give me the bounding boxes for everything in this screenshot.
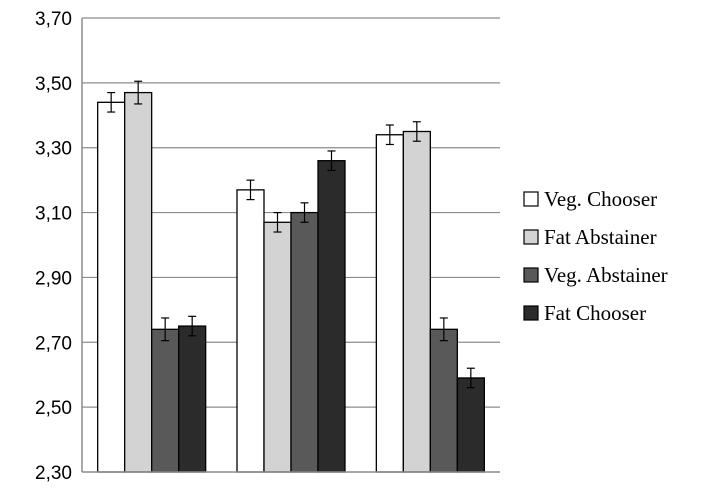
- bar: [317, 160, 346, 473]
- error-bar: [385, 124, 394, 146]
- y-tick-label: 3,10: [35, 204, 72, 225]
- bar: [456, 377, 485, 473]
- legend-label: Veg. Abstainer: [544, 263, 668, 287]
- bar: [402, 130, 431, 473]
- bar: [375, 134, 404, 473]
- legend-item: Veg. Chooser: [523, 187, 657, 211]
- y-tick-label: 2,70: [35, 333, 72, 354]
- y-tick-label: 3,30: [35, 139, 72, 160]
- y-tick-label: 3,70: [35, 9, 72, 30]
- y-tick-label: 2,50: [35, 398, 72, 419]
- legend-label: Fat Chooser: [544, 301, 646, 325]
- bar: [97, 101, 126, 473]
- error-bar: [188, 315, 197, 337]
- bars: [97, 91, 485, 473]
- error-bar: [134, 80, 143, 105]
- bar: [236, 189, 265, 473]
- legend-swatch: [523, 229, 539, 245]
- bar: [124, 91, 153, 473]
- error-bar: [161, 317, 170, 342]
- bar: [178, 325, 207, 473]
- bar: [429, 328, 458, 473]
- y-tick-label: 3,50: [35, 74, 72, 95]
- error-bar: [107, 91, 116, 113]
- error-bar: [327, 150, 336, 172]
- error-bars: [107, 80, 475, 389]
- legend-item: Veg. Abstainer: [523, 263, 668, 287]
- y-tick-label: 2,90: [35, 268, 72, 289]
- error-bar: [300, 202, 309, 223]
- error-bar: [466, 367, 475, 389]
- error-bar: [412, 121, 421, 142]
- legend-item: Fat Chooser: [523, 301, 646, 325]
- legend-label: Veg. Chooser: [544, 187, 657, 211]
- bar: [263, 221, 292, 473]
- bar: [151, 328, 180, 473]
- error-bar: [439, 317, 448, 342]
- legend-swatch: [523, 191, 539, 207]
- legend: Veg. Chooser Fat Abstainer Veg. Abstainer F…: [523, 187, 668, 325]
- error-bar: [246, 179, 255, 201]
- legend-label: Fat Abstainer: [544, 225, 657, 249]
- error-bar: [273, 211, 282, 233]
- legend-item: Fat Abstainer: [523, 225, 657, 249]
- axes: 2,30 2,50 2,70 2,90 3,10 3,30 3,50 3,70: [35, 9, 500, 484]
- bar: [290, 211, 319, 473]
- legend-swatch: [523, 267, 539, 283]
- legend-swatch: [523, 305, 539, 321]
- y-tick-label: 2,30: [35, 463, 72, 484]
